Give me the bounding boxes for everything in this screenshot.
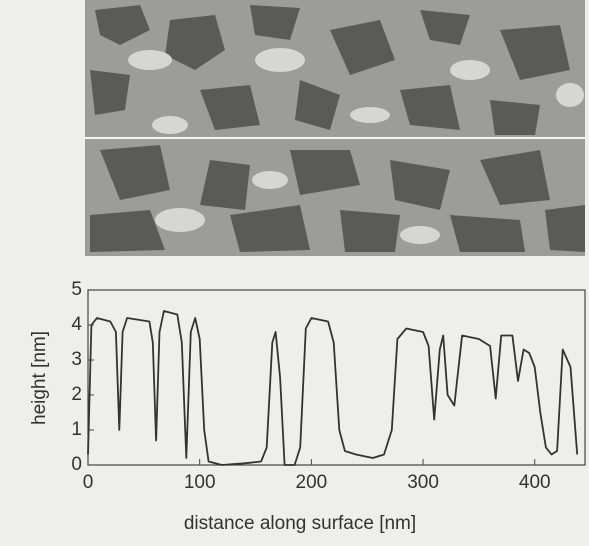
y-tick-label: 4 [71,314,82,335]
y-tick-label: 3 [71,349,82,370]
y-tick-label: 2 [71,384,82,405]
y-axis-label: height [nm] [29,331,50,425]
x-axis-label: distance along surface [nm] [184,513,416,534]
x-tick-label: 100 [184,472,216,493]
x-tick-label: 300 [407,472,439,493]
afm-image [85,0,585,256]
y-tick-label: 5 [71,279,82,300]
plot-frame [87,289,586,466]
x-tick-label: 200 [296,472,328,493]
x-tick-label: 400 [519,472,551,493]
profile-line [87,310,579,466]
y-tick-label: 0 [71,454,82,475]
x-tick-label: 0 [83,472,94,493]
y-tick-label: 1 [71,419,82,440]
